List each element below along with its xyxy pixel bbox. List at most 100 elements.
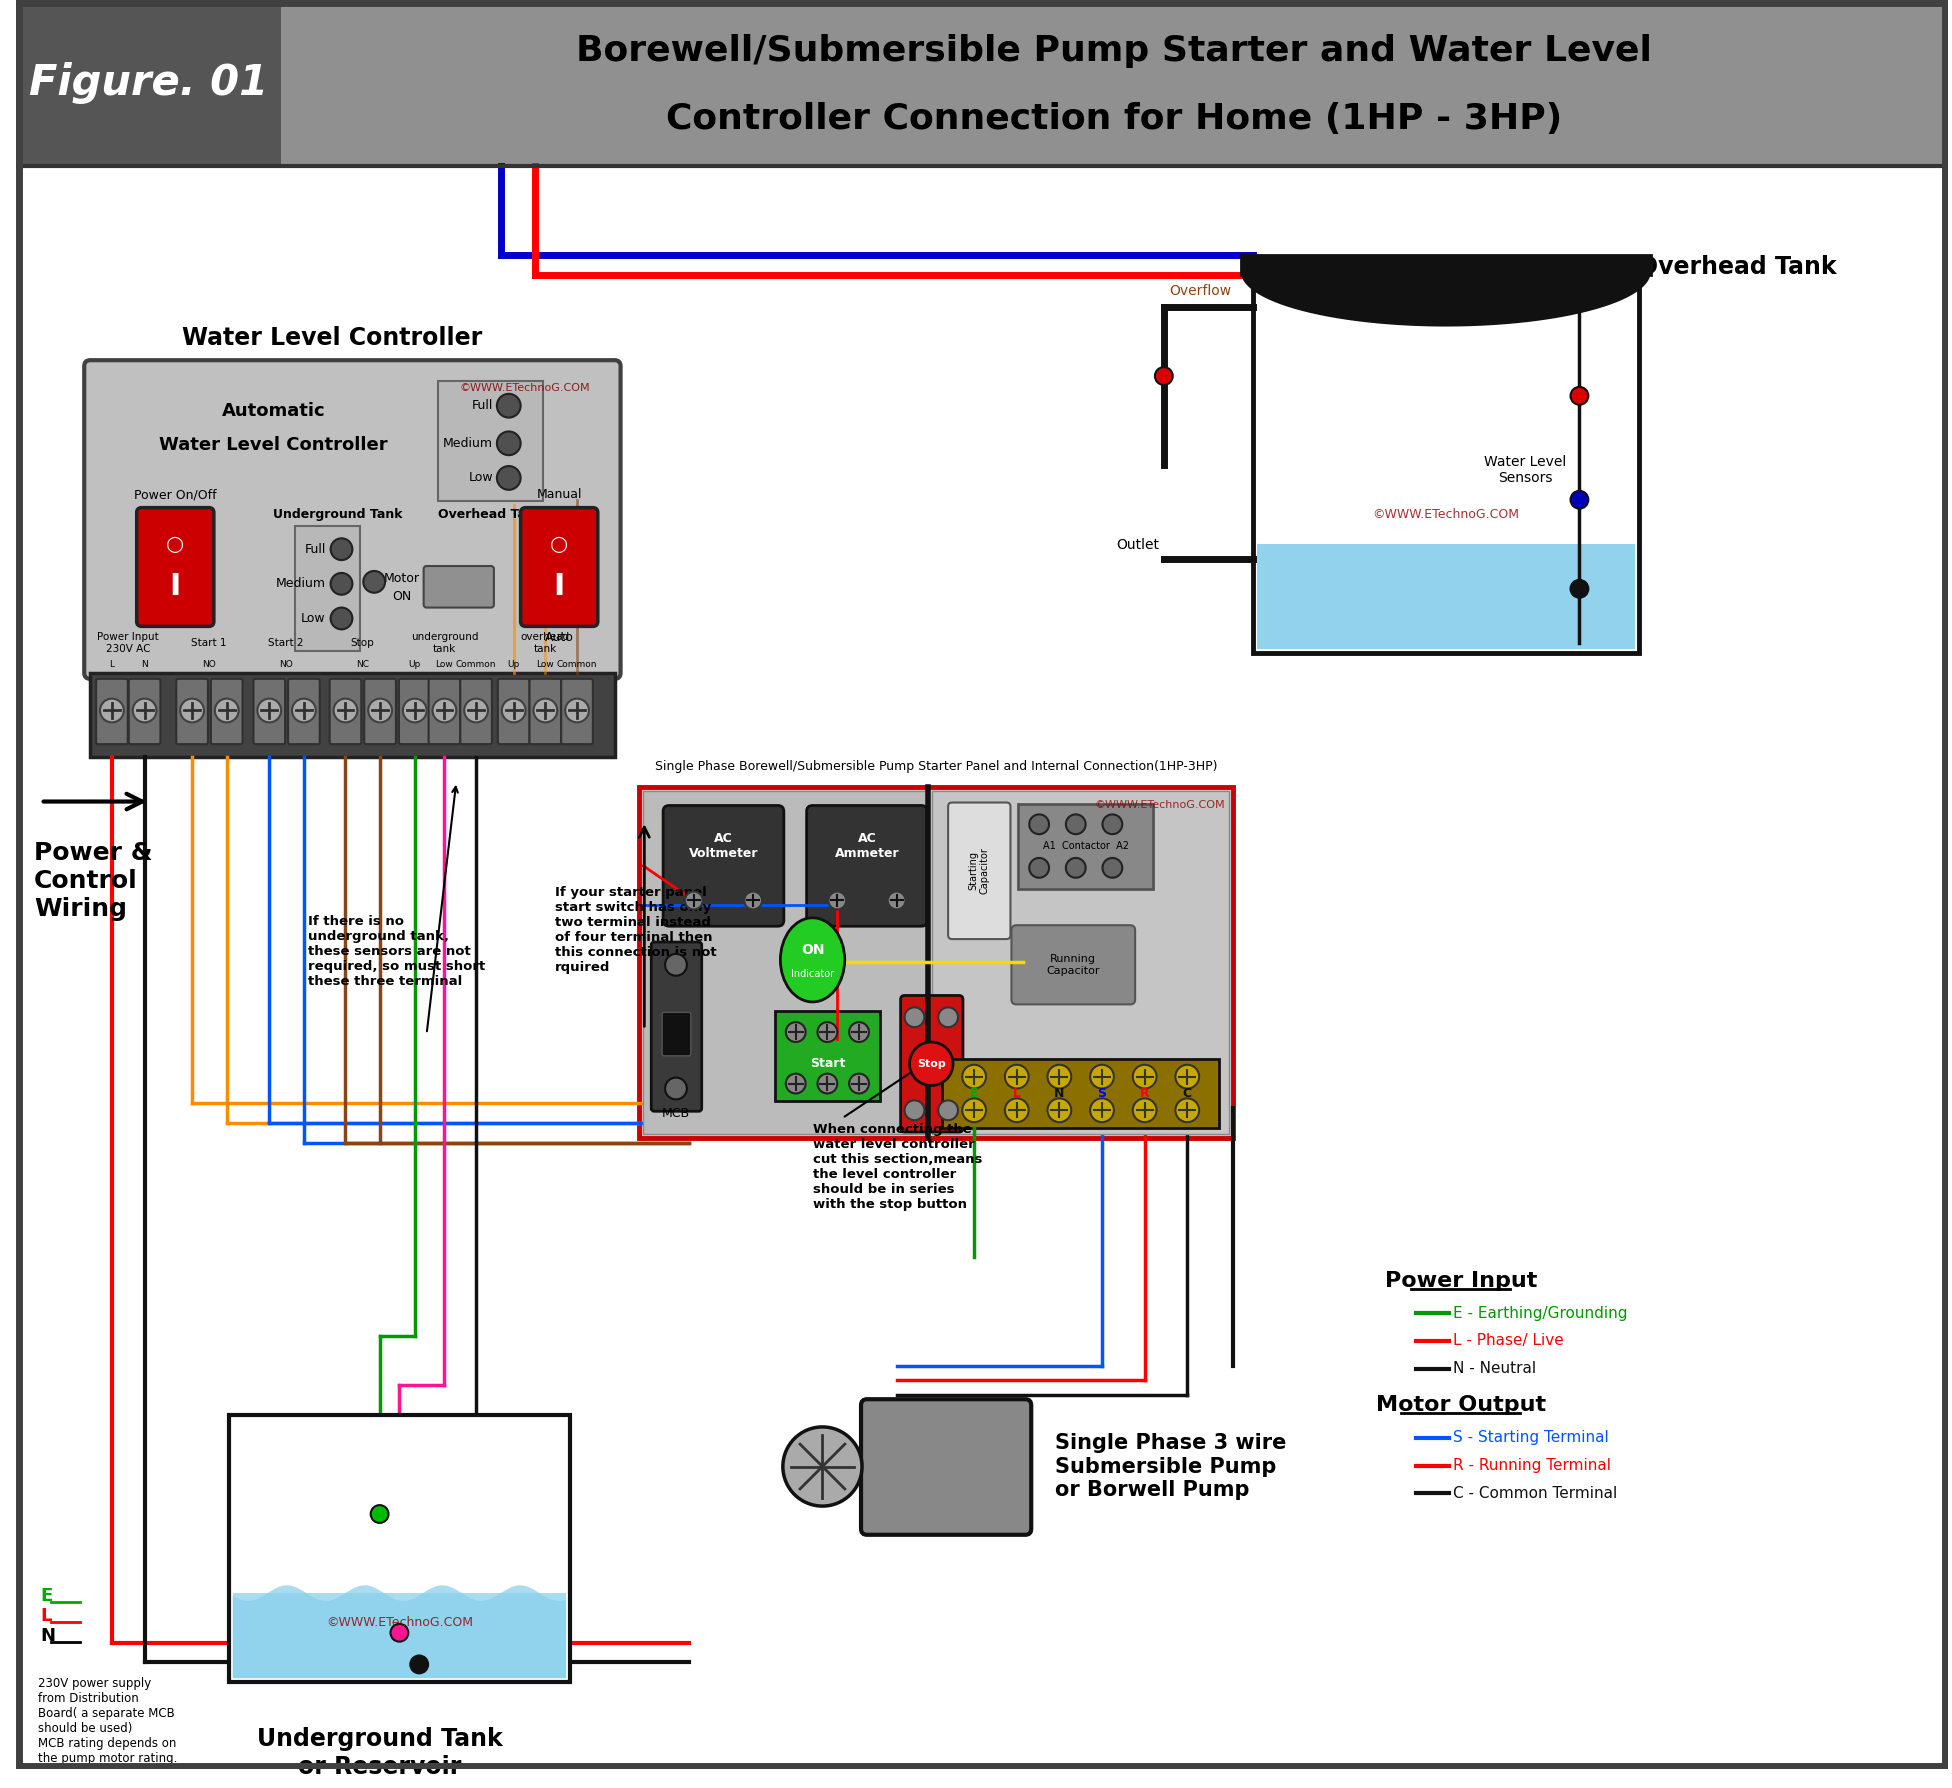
Circle shape — [1089, 1064, 1115, 1089]
Text: Single Phase Borewell/Submersible Pump Starter Panel and Internal Connection(1HP: Single Phase Borewell/Submersible Pump S… — [656, 760, 1218, 774]
Text: NO: NO — [203, 660, 217, 669]
Text: Low: Low — [537, 660, 554, 669]
Circle shape — [402, 699, 427, 722]
Text: When connecting the
water level controller
cut this section,means
the level cont: When connecting the water level controll… — [812, 1123, 982, 1210]
Text: Medium: Medium — [275, 578, 326, 590]
Circle shape — [433, 699, 457, 722]
Text: N - Neutral: N - Neutral — [1452, 1361, 1536, 1377]
FancyBboxPatch shape — [933, 790, 1230, 1134]
FancyBboxPatch shape — [398, 679, 431, 744]
Circle shape — [533, 699, 556, 722]
Circle shape — [1048, 1064, 1072, 1089]
Text: Medium: Medium — [443, 436, 494, 451]
FancyBboxPatch shape — [640, 787, 1234, 1137]
FancyBboxPatch shape — [1019, 803, 1154, 889]
FancyBboxPatch shape — [461, 679, 492, 744]
Circle shape — [498, 431, 521, 456]
Circle shape — [910, 1042, 953, 1085]
Text: N: N — [141, 660, 148, 669]
Text: Running
Capacitor: Running Capacitor — [1046, 955, 1099, 976]
Text: ○: ○ — [166, 535, 183, 554]
Text: Figure. 01: Figure. 01 — [29, 63, 267, 104]
Text: Power On/Off: Power On/Off — [135, 488, 217, 501]
FancyBboxPatch shape — [211, 679, 242, 744]
Text: ©WWW.ETechnoG.COM: ©WWW.ETechnoG.COM — [1372, 508, 1519, 520]
Circle shape — [787, 1023, 806, 1042]
FancyBboxPatch shape — [424, 567, 494, 608]
Circle shape — [371, 1505, 388, 1523]
Circle shape — [818, 1023, 837, 1042]
Polygon shape — [232, 1593, 566, 1679]
Circle shape — [1175, 1064, 1199, 1089]
FancyBboxPatch shape — [90, 672, 615, 756]
FancyBboxPatch shape — [254, 679, 285, 744]
FancyBboxPatch shape — [943, 1058, 1220, 1128]
Text: ©WWW.ETechnoG.COM: ©WWW.ETechnoG.COM — [326, 1616, 472, 1629]
FancyBboxPatch shape — [806, 805, 927, 926]
Circle shape — [390, 1624, 408, 1641]
Text: L - Phase/ Live: L - Phase/ Live — [1452, 1334, 1564, 1348]
FancyBboxPatch shape — [949, 803, 1011, 939]
Text: Outlet: Outlet — [1117, 538, 1159, 552]
Text: MCB: MCB — [662, 1107, 691, 1119]
Circle shape — [1175, 1098, 1199, 1123]
Text: Stop: Stop — [351, 638, 375, 649]
Circle shape — [330, 572, 353, 595]
Circle shape — [180, 699, 203, 722]
Text: A1  Contactor  A2: A1 Contactor A2 — [1042, 840, 1128, 851]
FancyBboxPatch shape — [664, 805, 785, 926]
Text: overhead
tank: overhead tank — [521, 633, 570, 654]
Text: ©WWW.ETechnoG.COM: ©WWW.ETechnoG.COM — [459, 383, 590, 393]
FancyBboxPatch shape — [900, 996, 962, 1132]
Circle shape — [330, 608, 353, 629]
Text: Up: Up — [408, 660, 422, 669]
Text: Common: Common — [457, 660, 496, 669]
Circle shape — [783, 1427, 863, 1505]
Circle shape — [498, 467, 521, 490]
Text: Start: Start — [810, 1057, 845, 1071]
Text: Start 1: Start 1 — [191, 638, 226, 649]
Text: L: L — [109, 660, 115, 669]
Polygon shape — [1253, 272, 1640, 653]
Text: S - Starting Terminal: S - Starting Terminal — [1452, 1430, 1608, 1445]
FancyBboxPatch shape — [365, 679, 396, 744]
FancyBboxPatch shape — [1011, 924, 1136, 1005]
Text: Motor: Motor — [385, 572, 420, 585]
Text: E - Earthing/Grounding: E - Earthing/Grounding — [1452, 1305, 1628, 1321]
Text: Motor Output: Motor Output — [1376, 1395, 1546, 1414]
FancyBboxPatch shape — [96, 679, 127, 744]
Text: Common: Common — [556, 660, 597, 669]
Text: Starting
Capacitor: Starting Capacitor — [968, 848, 990, 894]
Circle shape — [818, 1073, 837, 1094]
Text: L: L — [1013, 1087, 1021, 1100]
FancyBboxPatch shape — [295, 526, 361, 651]
Circle shape — [258, 699, 281, 722]
Circle shape — [1103, 858, 1122, 878]
Polygon shape — [1257, 544, 1636, 649]
FancyBboxPatch shape — [439, 381, 543, 501]
Text: N: N — [41, 1627, 57, 1645]
Circle shape — [133, 699, 156, 722]
FancyBboxPatch shape — [228, 1414, 570, 1683]
Circle shape — [849, 1023, 869, 1042]
Circle shape — [1132, 1098, 1156, 1123]
Text: I: I — [170, 572, 182, 601]
Text: Underground Tank: Underground Tank — [273, 508, 402, 520]
Text: ON: ON — [392, 590, 412, 603]
Circle shape — [1156, 367, 1173, 384]
Text: Overflow: Overflow — [1169, 284, 1232, 299]
Text: If there is no
underground tank,
these sensors are not
required, so must short
t: If there is no underground tank, these s… — [308, 915, 486, 989]
Text: C - Common Terminal: C - Common Terminal — [1452, 1486, 1616, 1500]
Circle shape — [962, 1064, 986, 1089]
Circle shape — [904, 1100, 925, 1119]
FancyBboxPatch shape — [429, 679, 461, 744]
Circle shape — [363, 570, 385, 594]
Circle shape — [1132, 1064, 1156, 1089]
Circle shape — [939, 1100, 958, 1119]
Text: Overhead Tank: Overhead Tank — [439, 508, 543, 520]
Text: Auto: Auto — [545, 631, 574, 644]
FancyBboxPatch shape — [137, 508, 215, 626]
Text: Indicator: Indicator — [791, 969, 834, 978]
Text: Power Input
230V AC: Power Input 230V AC — [98, 633, 158, 654]
Text: ON: ON — [800, 942, 824, 957]
